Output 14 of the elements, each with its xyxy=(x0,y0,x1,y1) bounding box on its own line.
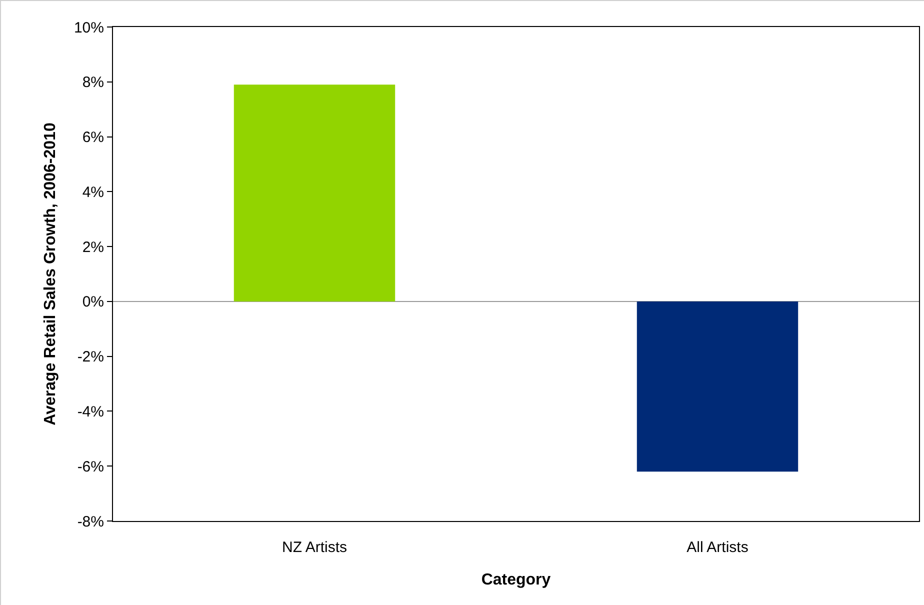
x-tick-label: NZ Artists xyxy=(282,539,348,556)
y-axis-title: Average Retail Sales Growth, 2006-2010 xyxy=(42,122,59,426)
y-tick-label: -2% xyxy=(77,348,104,366)
y-tick-label: -6% xyxy=(77,458,104,476)
y-tick-label: 6% xyxy=(82,129,104,146)
y-tick-label: 8% xyxy=(82,74,104,92)
x-tick-label: All Artists xyxy=(686,539,748,556)
y-tick-label: 4% xyxy=(82,184,104,201)
y-tick-label: 0% xyxy=(82,294,104,311)
y-tick-label: -4% xyxy=(77,403,104,420)
y-tick-label: 2% xyxy=(82,238,104,256)
y-tick-label: -8% xyxy=(77,513,104,530)
y-tick-label: 10% xyxy=(74,19,104,36)
x-axis-title: Category xyxy=(481,572,551,589)
